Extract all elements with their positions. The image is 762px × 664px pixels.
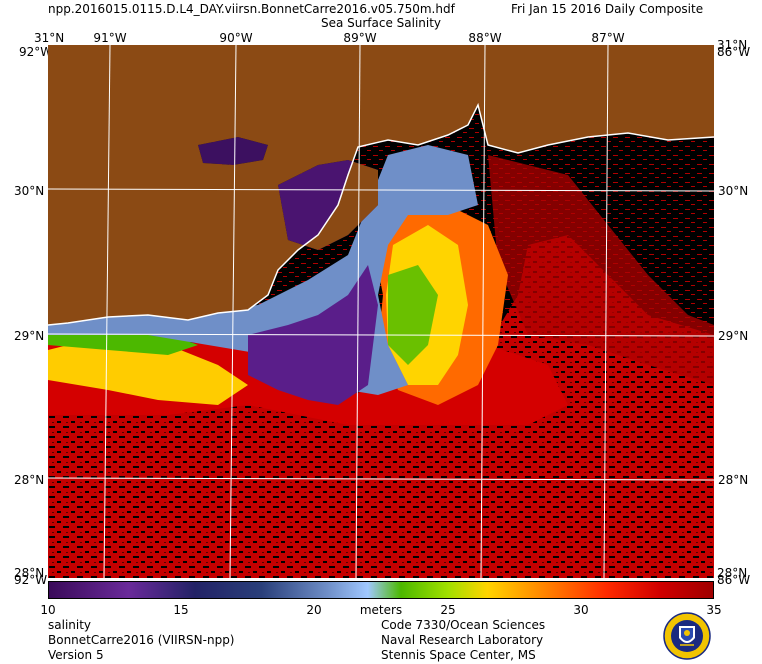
corner-label-top-left-lat: 31°N — [34, 31, 65, 45]
corner-label-bottom-right-lon: 86°W — [717, 573, 751, 587]
corner-label-top-right-lat: 31°N — [717, 38, 748, 52]
footer-location: Stennis Space Center, MS — [381, 648, 536, 662]
lat-label-right-29n: 29°N — [718, 329, 749, 343]
lake-pontchartrain-purple — [198, 137, 268, 165]
footer-version: Version 5 — [48, 648, 104, 662]
corner-label-bottom-right-lat: 28°N — [717, 566, 748, 580]
corner-label-top-right-lon: 86°W — [717, 45, 751, 59]
salinity-map[interactable] — [48, 45, 714, 578]
corner-label-bottom-left-lon: 92°W — [14, 573, 48, 587]
lat-label-left-30n: 30°N — [14, 184, 45, 198]
colorbar-tick-15: 15 — [173, 603, 189, 617]
colorbar-tick-10: 10 — [40, 603, 56, 617]
lon-label-90w: 90°W — [219, 31, 253, 45]
salinity-colorbar — [48, 581, 714, 599]
colorbar-tick-35: 35 — [706, 603, 722, 617]
graticule — [48, 45, 714, 578]
lon-label-91w: 91°W — [93, 31, 127, 45]
colorbar-tick-20: 20 — [306, 603, 322, 617]
lat-label-right-28n: 28°N — [718, 473, 749, 487]
footer-code: Code 7330/Ocean Sciences — [381, 618, 546, 632]
colorbar-tick-25: 25 — [440, 603, 456, 617]
lat-label-left-28n: 28°N — [14, 473, 45, 487]
corner-label-top-left-lon: 92°W — [19, 45, 53, 59]
lat-label-left-29n: 29°N — [14, 329, 45, 343]
nrl-seal-logo — [663, 612, 711, 660]
colorbar-units: meters — [359, 603, 403, 617]
corner-label-bottom-left-lat: 28°N — [14, 566, 45, 580]
lon-label-89w: 89°W — [343, 31, 377, 45]
lon-label-87w: 87°W — [591, 31, 625, 45]
coastline — [48, 102, 714, 326]
green-mixing-zone — [388, 265, 438, 365]
colorbar-tick-30: 30 — [573, 603, 589, 617]
salinity-map-canvas — [48, 45, 714, 578]
footer-lab: Naval Research Laboratory — [381, 633, 544, 647]
land-mass[interactable] — [48, 45, 714, 325]
lon-label-88w: 88°W — [468, 31, 502, 45]
lat-label-right-30n: 30°N — [718, 184, 749, 198]
filename-title: npp.2016015.0115.D.L4_DAY.viirsn.BonnetC… — [48, 2, 455, 16]
east-red-plume — [488, 155, 714, 385]
footer-dataset: BonnetCarre2016 (VIIRSN-npp) — [48, 633, 235, 647]
west-yellow-band — [48, 335, 248, 405]
composite-date: Fri Jan 15 2016 Daily Composite — [511, 2, 704, 16]
footer-variable: salinity — [48, 618, 92, 632]
product-title: Sea Surface Salinity — [320, 16, 442, 30]
